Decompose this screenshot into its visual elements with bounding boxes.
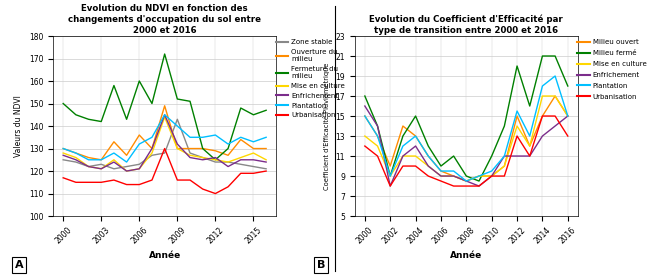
Legend: Milieu ouvert, Milieu fermé, Mise en culture, Enfrichement, Plantation, Urbanisa: Milieu ouvert, Milieu fermé, Mise en cul… [577,40,646,100]
Title: Evolution du NDVI en fonction des
changements d'occupation du sol entre
2000 et : Evolution du NDVI en fonction des change… [68,4,261,35]
X-axis label: Année: Année [149,252,181,260]
X-axis label: Année: Année [450,252,483,260]
Title: Evolution du Coefficient d'Efficacité par
type de transition entre 2000 et 2016: Evolution du Coefficient d'Efficacité pa… [369,15,563,35]
Y-axis label: Coefficient d'Efficacité Pluviométrique: Coefficient d'Efficacité Pluviométrique [323,62,330,190]
Text: A: A [15,260,24,270]
Legend: Zone stable, Ouverture du
milieu, Fermeture du
milieu, Mise en culture, Enfriche: Zone stable, Ouverture du milieu, Fermet… [276,40,345,118]
Text: B: B [317,260,325,270]
Y-axis label: Valeurs du NDVI: Valeurs du NDVI [15,95,23,157]
